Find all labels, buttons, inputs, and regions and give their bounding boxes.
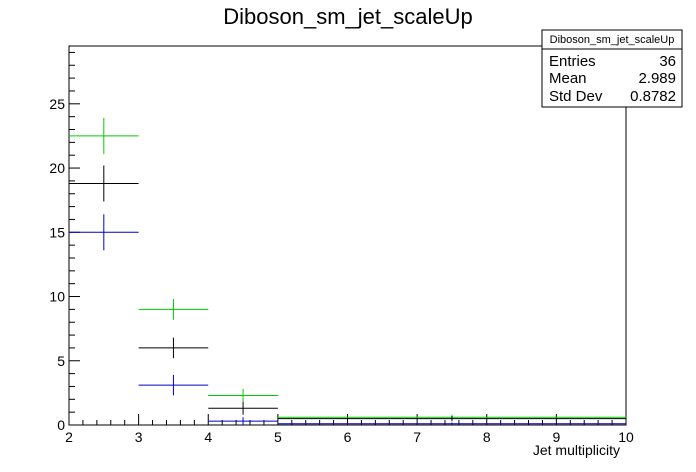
data-series (69, 117, 626, 425)
stats-stddev-value: 0.8782 (630, 88, 676, 105)
y-tick-label: 5 (57, 353, 65, 369)
y-tick-label: 10 (49, 289, 65, 305)
y-tick-label: 25 (49, 96, 65, 112)
y-tick-labels: 0 5 10 15 20 25 (49, 96, 65, 433)
y-tick-label: 20 (49, 160, 65, 176)
stats-stddev-label: Std Dev (549, 88, 603, 105)
x-tick-label: 7 (413, 429, 421, 445)
x-tick-label: 10 (618, 429, 634, 445)
stats-entries-value: 36 (659, 53, 676, 70)
y-tick-label: 15 (49, 224, 65, 240)
stats-box: Diboson_sm_jet_scaleUp Entries 36 Mean 2… (541, 29, 683, 108)
series-2 (69, 214, 626, 425)
x-tick-label: 3 (135, 429, 143, 445)
series-1 (69, 165, 626, 422)
stats-entries-label: Entries (549, 53, 596, 70)
x-tick-label: 6 (344, 429, 352, 445)
x-tick-label: 2 (65, 429, 73, 445)
x-tick-label: 9 (552, 429, 560, 445)
y-tick-label: 0 (57, 417, 65, 433)
x-tick-label: 8 (483, 429, 491, 445)
x-tick-label: 4 (204, 429, 212, 445)
series-0 (69, 117, 626, 420)
x-tick-labels: 2 3 4 5 6 7 8 9 10 (65, 429, 634, 445)
stats-mean-label: Mean (549, 70, 587, 87)
chart-title: Diboson_sm_jet_scaleUp (223, 4, 472, 29)
stats-mean-value: 2.989 (638, 70, 676, 87)
axis-ticks (68, 51, 627, 426)
stats-box-title: Diboson_sm_jet_scaleUp (550, 34, 675, 46)
x-tick-label: 5 (274, 429, 282, 445)
x-axis-title: Jet multiplicity (533, 442, 620, 458)
